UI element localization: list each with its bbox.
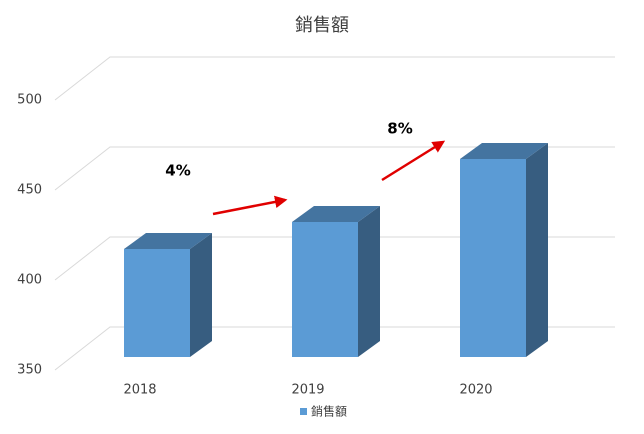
bar-top [292, 206, 380, 222]
x-tick-label: 2018 [123, 383, 156, 398]
annotation: 8% [387, 120, 412, 138]
bar-side [358, 206, 380, 357]
bar-top [460, 143, 548, 159]
annotation: 4% [165, 162, 190, 180]
grid-line [54, 236, 615, 281]
chart-title: 銷售額 [295, 15, 349, 36]
bar-side [526, 143, 548, 357]
legend-label: 銷售額 [311, 404, 347, 419]
grid-line [54, 146, 615, 191]
bar [460, 159, 526, 357]
x-tick-label: 2019 [291, 383, 324, 398]
y-tick-label: 450 [17, 183, 42, 198]
arrow [212, 195, 288, 216]
y-tick-label: 350 [17, 363, 42, 378]
bar-side [190, 233, 212, 357]
bar [124, 249, 190, 357]
x-tick-label: 2020 [459, 383, 492, 398]
y-tick-label: 500 [17, 93, 42, 108]
legend-swatch [300, 408, 307, 415]
bar-top [124, 233, 212, 249]
grid-line [54, 56, 615, 101]
arrow [381, 140, 446, 182]
bar [292, 222, 358, 357]
y-tick-label: 400 [17, 273, 42, 288]
grid-line [54, 326, 615, 371]
